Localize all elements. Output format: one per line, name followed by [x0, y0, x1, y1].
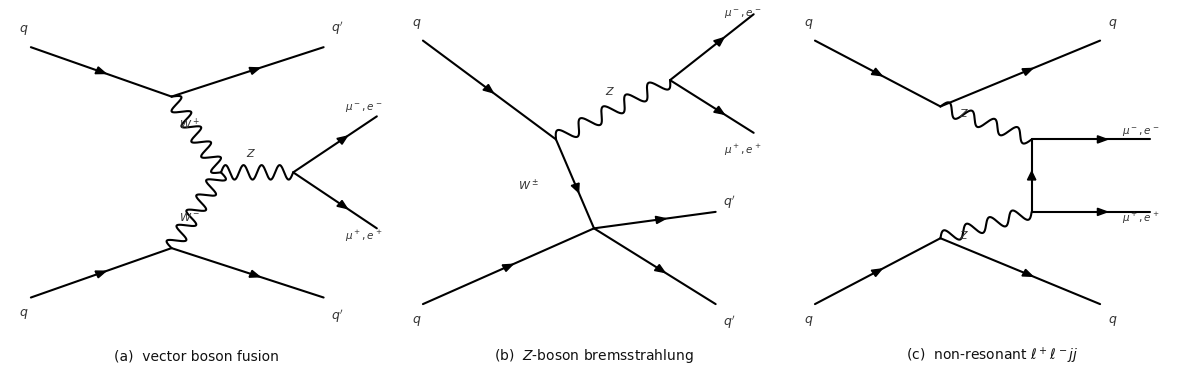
Text: $q'$: $q'$ [331, 20, 345, 37]
Polygon shape [337, 200, 347, 209]
Text: $q'$: $q'$ [723, 193, 737, 211]
Polygon shape [714, 106, 725, 114]
Polygon shape [337, 136, 347, 144]
Polygon shape [1022, 269, 1032, 276]
Polygon shape [249, 67, 260, 74]
Text: (a)  vector boson fusion: (a) vector boson fusion [114, 349, 278, 363]
Text: $q$: $q$ [19, 308, 29, 321]
Text: $q$: $q$ [803, 17, 813, 31]
Polygon shape [249, 270, 260, 277]
Text: $Z$: $Z$ [960, 107, 969, 119]
Text: $\mu^-, e^-$: $\mu^-, e^-$ [346, 101, 383, 115]
Text: $Z$: $Z$ [960, 229, 969, 241]
Text: $q$: $q$ [1107, 17, 1117, 31]
Text: (c)  non-resonant $\ell^+\ell^- jj$: (c) non-resonant $\ell^+\ell^- jj$ [906, 346, 1078, 367]
Text: $q$: $q$ [1107, 314, 1117, 328]
Polygon shape [1098, 208, 1107, 216]
Text: $\mu^-, e^-$: $\mu^-, e^-$ [723, 8, 762, 21]
Polygon shape [1098, 136, 1107, 143]
Text: $q$: $q$ [19, 23, 29, 37]
Text: $\mu^+, e^+$: $\mu^+, e^+$ [346, 229, 383, 244]
Polygon shape [484, 85, 493, 93]
Text: $W^+$: $W^+$ [179, 117, 200, 132]
Text: $q$: $q$ [411, 17, 421, 31]
Polygon shape [95, 271, 106, 278]
Polygon shape [714, 38, 723, 46]
Polygon shape [503, 264, 513, 272]
Text: $W^\pm$: $W^\pm$ [518, 178, 539, 193]
Polygon shape [655, 265, 665, 273]
Polygon shape [95, 67, 106, 74]
Text: $q$: $q$ [803, 314, 813, 328]
Text: $\mu^+, e^+$: $\mu^+, e^+$ [723, 143, 762, 158]
Polygon shape [1028, 171, 1036, 180]
Polygon shape [571, 183, 579, 192]
Text: $\mu^-, e^-$: $\mu^-, e^-$ [1121, 126, 1159, 139]
Text: $q'$: $q'$ [331, 308, 345, 325]
Polygon shape [871, 68, 881, 76]
Text: $\mu^+, e^+$: $\mu^+, e^+$ [1121, 211, 1159, 226]
Polygon shape [871, 269, 881, 277]
Text: $q$: $q$ [411, 314, 421, 328]
Text: $W^-$: $W^-$ [179, 211, 200, 223]
Polygon shape [656, 216, 665, 224]
Text: $q'$: $q'$ [723, 314, 737, 331]
Text: (b)  $Z$-boson bremsstrahlung: (b) $Z$-boson bremsstrahlung [494, 347, 694, 365]
Text: $Z$: $Z$ [606, 85, 615, 97]
Polygon shape [1022, 69, 1032, 75]
Text: $Z$: $Z$ [246, 147, 255, 159]
